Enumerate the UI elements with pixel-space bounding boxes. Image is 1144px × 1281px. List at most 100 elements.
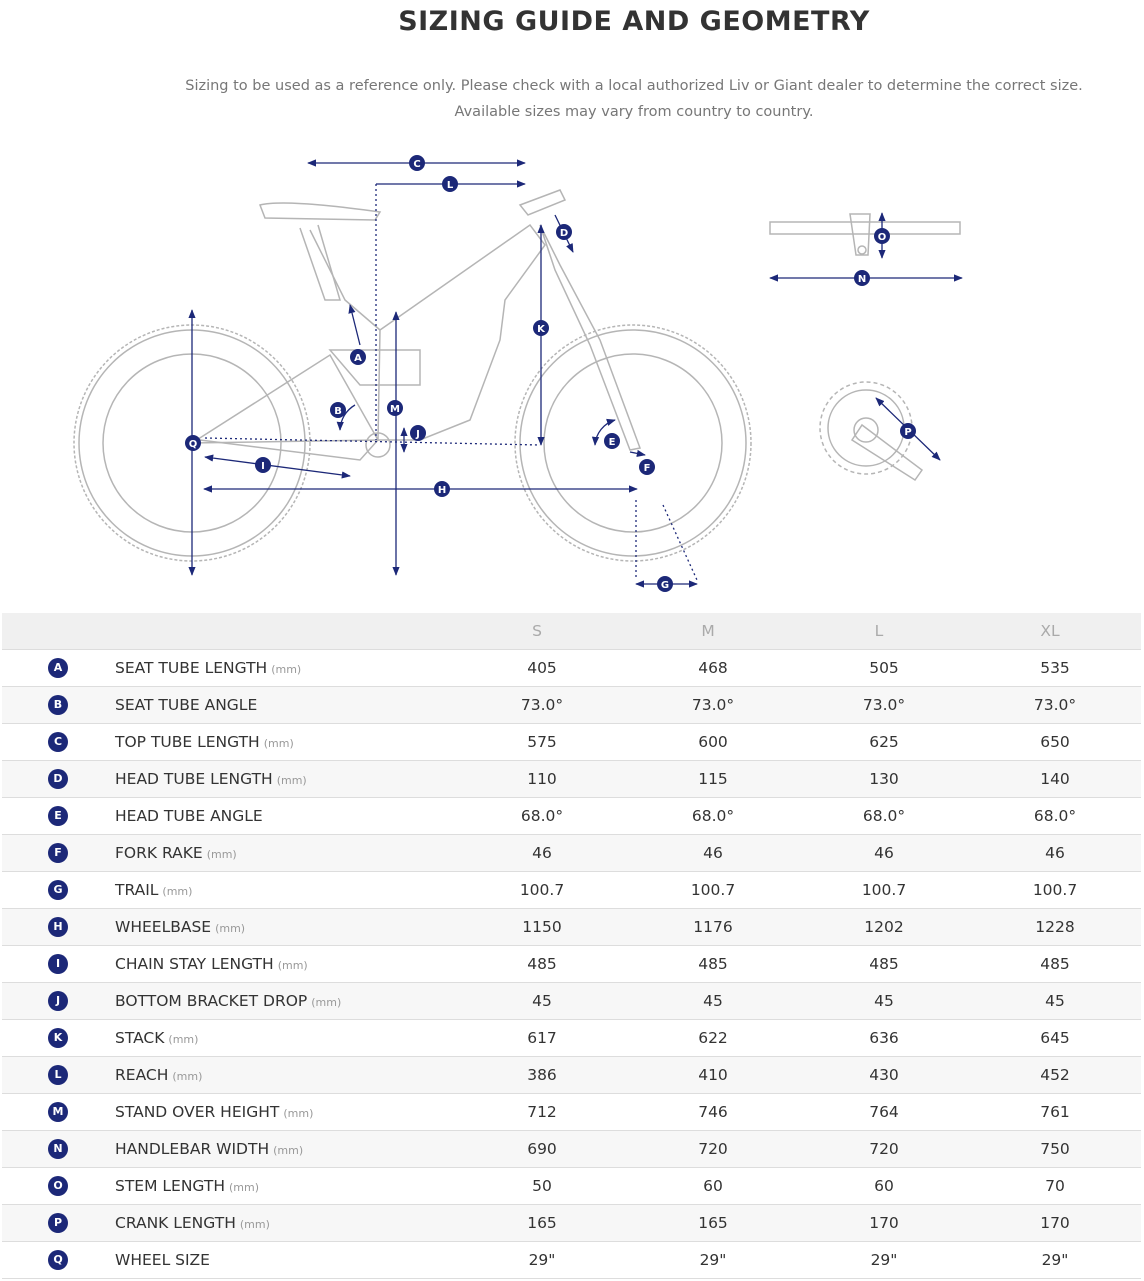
value: 650 bbox=[1040, 733, 1070, 751]
row-name-text: TOP TUBE LENGTH bbox=[115, 733, 260, 751]
diagram-label: F bbox=[644, 463, 651, 474]
diagram-label: G bbox=[661, 580, 669, 591]
value: 761 bbox=[1040, 1103, 1070, 1121]
value: 165 bbox=[527, 1214, 557, 1232]
table-row: C TOP TUBE LENGTH (mm) 575 600 625 650 bbox=[2, 724, 1141, 761]
value: 46 bbox=[703, 844, 723, 862]
value: 140 bbox=[1040, 770, 1070, 788]
geometry-table: S M L XL A SEAT TUBE LENGTH (mm) 405 468 505 535 B S… bbox=[2, 613, 1141, 1279]
value: 29" bbox=[528, 1251, 556, 1269]
table-row: N HANDLEBAR WIDTH (mm) 690 720 720 750 bbox=[2, 1131, 1141, 1168]
row-name-text: STAND OVER HEIGHT bbox=[115, 1103, 280, 1121]
diagram-label: E bbox=[609, 437, 616, 448]
size-header: L bbox=[874, 622, 884, 640]
value: 386 bbox=[527, 1066, 557, 1084]
unit: (mm) bbox=[263, 737, 294, 750]
diagram-label: I bbox=[261, 461, 265, 472]
table-row: J BOTTOM BRACKET DROP (mm) 45 45 45 45 bbox=[2, 983, 1141, 1020]
value: 720 bbox=[869, 1140, 899, 1158]
unit: (mm) bbox=[162, 885, 193, 898]
size-header: S bbox=[532, 622, 542, 640]
diagram-label: K bbox=[537, 324, 546, 335]
value: 535 bbox=[1040, 659, 1070, 677]
value: 100.7 bbox=[519, 881, 565, 899]
row-letter: C bbox=[48, 732, 68, 752]
label-badge bbox=[874, 228, 890, 244]
row-name-text: STEM LENGTH bbox=[115, 1177, 226, 1195]
value: 468 bbox=[698, 659, 728, 677]
value: 45 bbox=[532, 992, 552, 1010]
value: 115 bbox=[698, 770, 728, 788]
label-badge bbox=[387, 400, 403, 416]
value: 68.0° bbox=[520, 807, 564, 825]
row-letter: K bbox=[48, 1028, 68, 1048]
value: 410 bbox=[698, 1066, 728, 1084]
value: 485 bbox=[1040, 955, 1070, 973]
table-row: O STEM LENGTH (mm) 50 60 60 70 bbox=[2, 1168, 1141, 1205]
table-row: F FORK RAKE (mm) 46 46 46 46 bbox=[2, 835, 1141, 872]
value: 110 bbox=[527, 770, 557, 788]
row-name: WHEEL SIZE bbox=[115, 1251, 210, 1269]
label-badge bbox=[350, 349, 366, 365]
diagram-label: Q bbox=[189, 439, 198, 450]
value: 68.0° bbox=[691, 807, 735, 825]
row-name: REACH (mm) bbox=[115, 1066, 202, 1084]
header-row: S M L XL bbox=[2, 613, 1141, 650]
value: 505 bbox=[869, 659, 899, 677]
table-row: G TRAIL (mm) 100.7 100.7 100.7 100.7 bbox=[2, 872, 1141, 909]
label-badge bbox=[185, 435, 201, 451]
label-badge bbox=[410, 425, 426, 441]
table-row: Q WHEEL SIZE 29" 29" 29" 29" bbox=[2, 1242, 1141, 1279]
label-badge bbox=[639, 459, 655, 475]
geometry-diagram: C L D K A M B J Q I H E F G O N P bbox=[73, 155, 963, 592]
diagram-label: H bbox=[438, 485, 446, 496]
unit: (mm) bbox=[271, 663, 302, 676]
value: 600 bbox=[698, 733, 728, 751]
label-badge bbox=[409, 155, 425, 171]
value: 622 bbox=[698, 1029, 728, 1047]
value: 746 bbox=[698, 1103, 728, 1121]
value: 690 bbox=[527, 1140, 557, 1158]
value: 485 bbox=[527, 955, 557, 973]
row-name: STEM LENGTH (mm) bbox=[115, 1177, 259, 1195]
table-row: I CHAIN STAY LENGTH (mm) 485 485 485 485 bbox=[2, 946, 1141, 983]
row-letter: A bbox=[48, 658, 68, 678]
value: 645 bbox=[1040, 1029, 1070, 1047]
bike-drawing bbox=[73, 189, 961, 562]
value: 130 bbox=[869, 770, 899, 788]
row-name-text: HANDLEBAR WIDTH bbox=[115, 1140, 270, 1158]
value: 46 bbox=[874, 844, 894, 862]
diagram-labels: C L D K A M B J Q I H E F G O N P bbox=[185, 155, 916, 592]
unit: (mm) bbox=[172, 1070, 203, 1083]
row-name-text: TRAIL bbox=[115, 881, 159, 899]
value: 405 bbox=[527, 659, 557, 677]
table-row: A SEAT TUBE LENGTH (mm) 405 468 505 535 bbox=[2, 650, 1141, 687]
table-row: B SEAT TUBE ANGLE 73.0° 73.0° 73.0° 73.0° bbox=[2, 687, 1141, 724]
label-badge bbox=[442, 176, 458, 192]
value: 73.0° bbox=[1033, 696, 1077, 714]
row-name: CRANK LENGTH (mm) bbox=[115, 1214, 270, 1232]
row-name: STAND OVER HEIGHT (mm) bbox=[115, 1103, 313, 1121]
row-letter: N bbox=[48, 1139, 68, 1159]
row-letter: J bbox=[48, 991, 68, 1011]
value: 68.0° bbox=[862, 807, 906, 825]
note: Available sizes may vary from country to… bbox=[454, 104, 814, 120]
unit: (mm) bbox=[311, 996, 342, 1009]
value: 73.0° bbox=[862, 696, 906, 714]
size-header: M bbox=[701, 622, 715, 640]
label-badge bbox=[854, 270, 870, 286]
value: 46 bbox=[1045, 844, 1065, 862]
value: 636 bbox=[869, 1029, 899, 1047]
value: 73.0° bbox=[520, 696, 564, 714]
unit: (mm) bbox=[229, 1181, 260, 1194]
row-name: SEAT TUBE ANGLE bbox=[115, 696, 257, 714]
unit: (mm) bbox=[283, 1107, 314, 1120]
value: 1202 bbox=[864, 918, 904, 936]
row-name-text: STACK bbox=[115, 1029, 165, 1047]
value: 29" bbox=[870, 1251, 898, 1269]
unit: (mm) bbox=[276, 774, 307, 787]
value: 720 bbox=[698, 1140, 728, 1158]
label-badge bbox=[533, 320, 549, 336]
value: 50 bbox=[532, 1177, 552, 1195]
value: 712 bbox=[527, 1103, 557, 1121]
